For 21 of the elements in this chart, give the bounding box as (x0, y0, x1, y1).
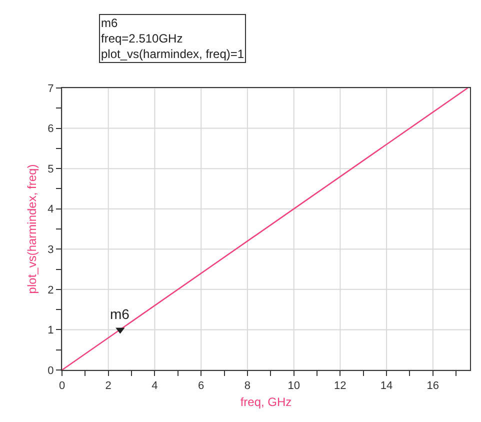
x-tick-label: 14 (380, 380, 393, 392)
y-tick-label: 6 (48, 123, 54, 136)
y-tick-label: 5 (48, 163, 54, 176)
x-tick-label: 12 (334, 380, 346, 392)
y-tick-label: 0 (48, 364, 54, 377)
y-axis-title: plot_vs(harmindex, freq) (24, 164, 39, 294)
x-tick-label: 8 (244, 380, 251, 392)
text: m6 freq=2.510GHz plot_vs(harmindex, freq)=1 (101, 16, 244, 62)
x-tick-label: 16 (426, 380, 440, 392)
annotation: m6 (110, 306, 130, 322)
y-tick-label: 1 (48, 324, 54, 337)
x-tick-label: 4 (152, 380, 158, 392)
y-tick-label: 4 (48, 204, 54, 216)
x-tick-label: 2 (105, 380, 112, 392)
x-tick-label: 0 (58, 380, 66, 392)
y-tick-label: 3 (48, 244, 54, 256)
x-axis-title: freq, GHz (240, 395, 292, 410)
y-tick-label: 7 (48, 82, 54, 95)
y-tick-label: 2 (48, 284, 54, 296)
x-tick-label: 10 (288, 380, 300, 392)
x-tick-label: 6 (198, 380, 204, 392)
